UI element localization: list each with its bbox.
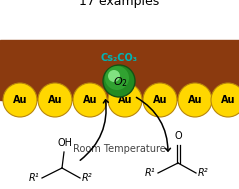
Text: R²: R² [82, 173, 93, 183]
Circle shape [211, 83, 239, 117]
Text: Au: Au [118, 95, 132, 105]
Text: 17 examples: 17 examples [79, 0, 159, 8]
Text: $O_2$: $O_2$ [113, 75, 127, 89]
Circle shape [143, 83, 177, 117]
Circle shape [103, 65, 135, 97]
Circle shape [38, 83, 72, 117]
Circle shape [108, 70, 120, 82]
Text: O: O [174, 131, 182, 141]
Text: R¹: R¹ [144, 168, 155, 178]
Circle shape [3, 83, 37, 117]
Text: Room Temperature: Room Temperature [73, 144, 165, 154]
Text: Au: Au [153, 95, 167, 105]
Bar [0, 40, 239, 100]
Text: Cs₂CO₃: Cs₂CO₃ [101, 53, 137, 63]
Text: Au: Au [48, 95, 62, 105]
Circle shape [108, 83, 142, 117]
Circle shape [178, 83, 212, 117]
Text: Au: Au [13, 95, 27, 105]
Text: Au: Au [221, 95, 235, 105]
Text: OH: OH [58, 138, 72, 148]
Text: Au: Au [83, 95, 97, 105]
Text: Au: Au [188, 95, 202, 105]
Text: R²: R² [198, 168, 209, 178]
Circle shape [105, 66, 129, 90]
Text: R¹: R¹ [28, 173, 39, 183]
Circle shape [73, 83, 107, 117]
